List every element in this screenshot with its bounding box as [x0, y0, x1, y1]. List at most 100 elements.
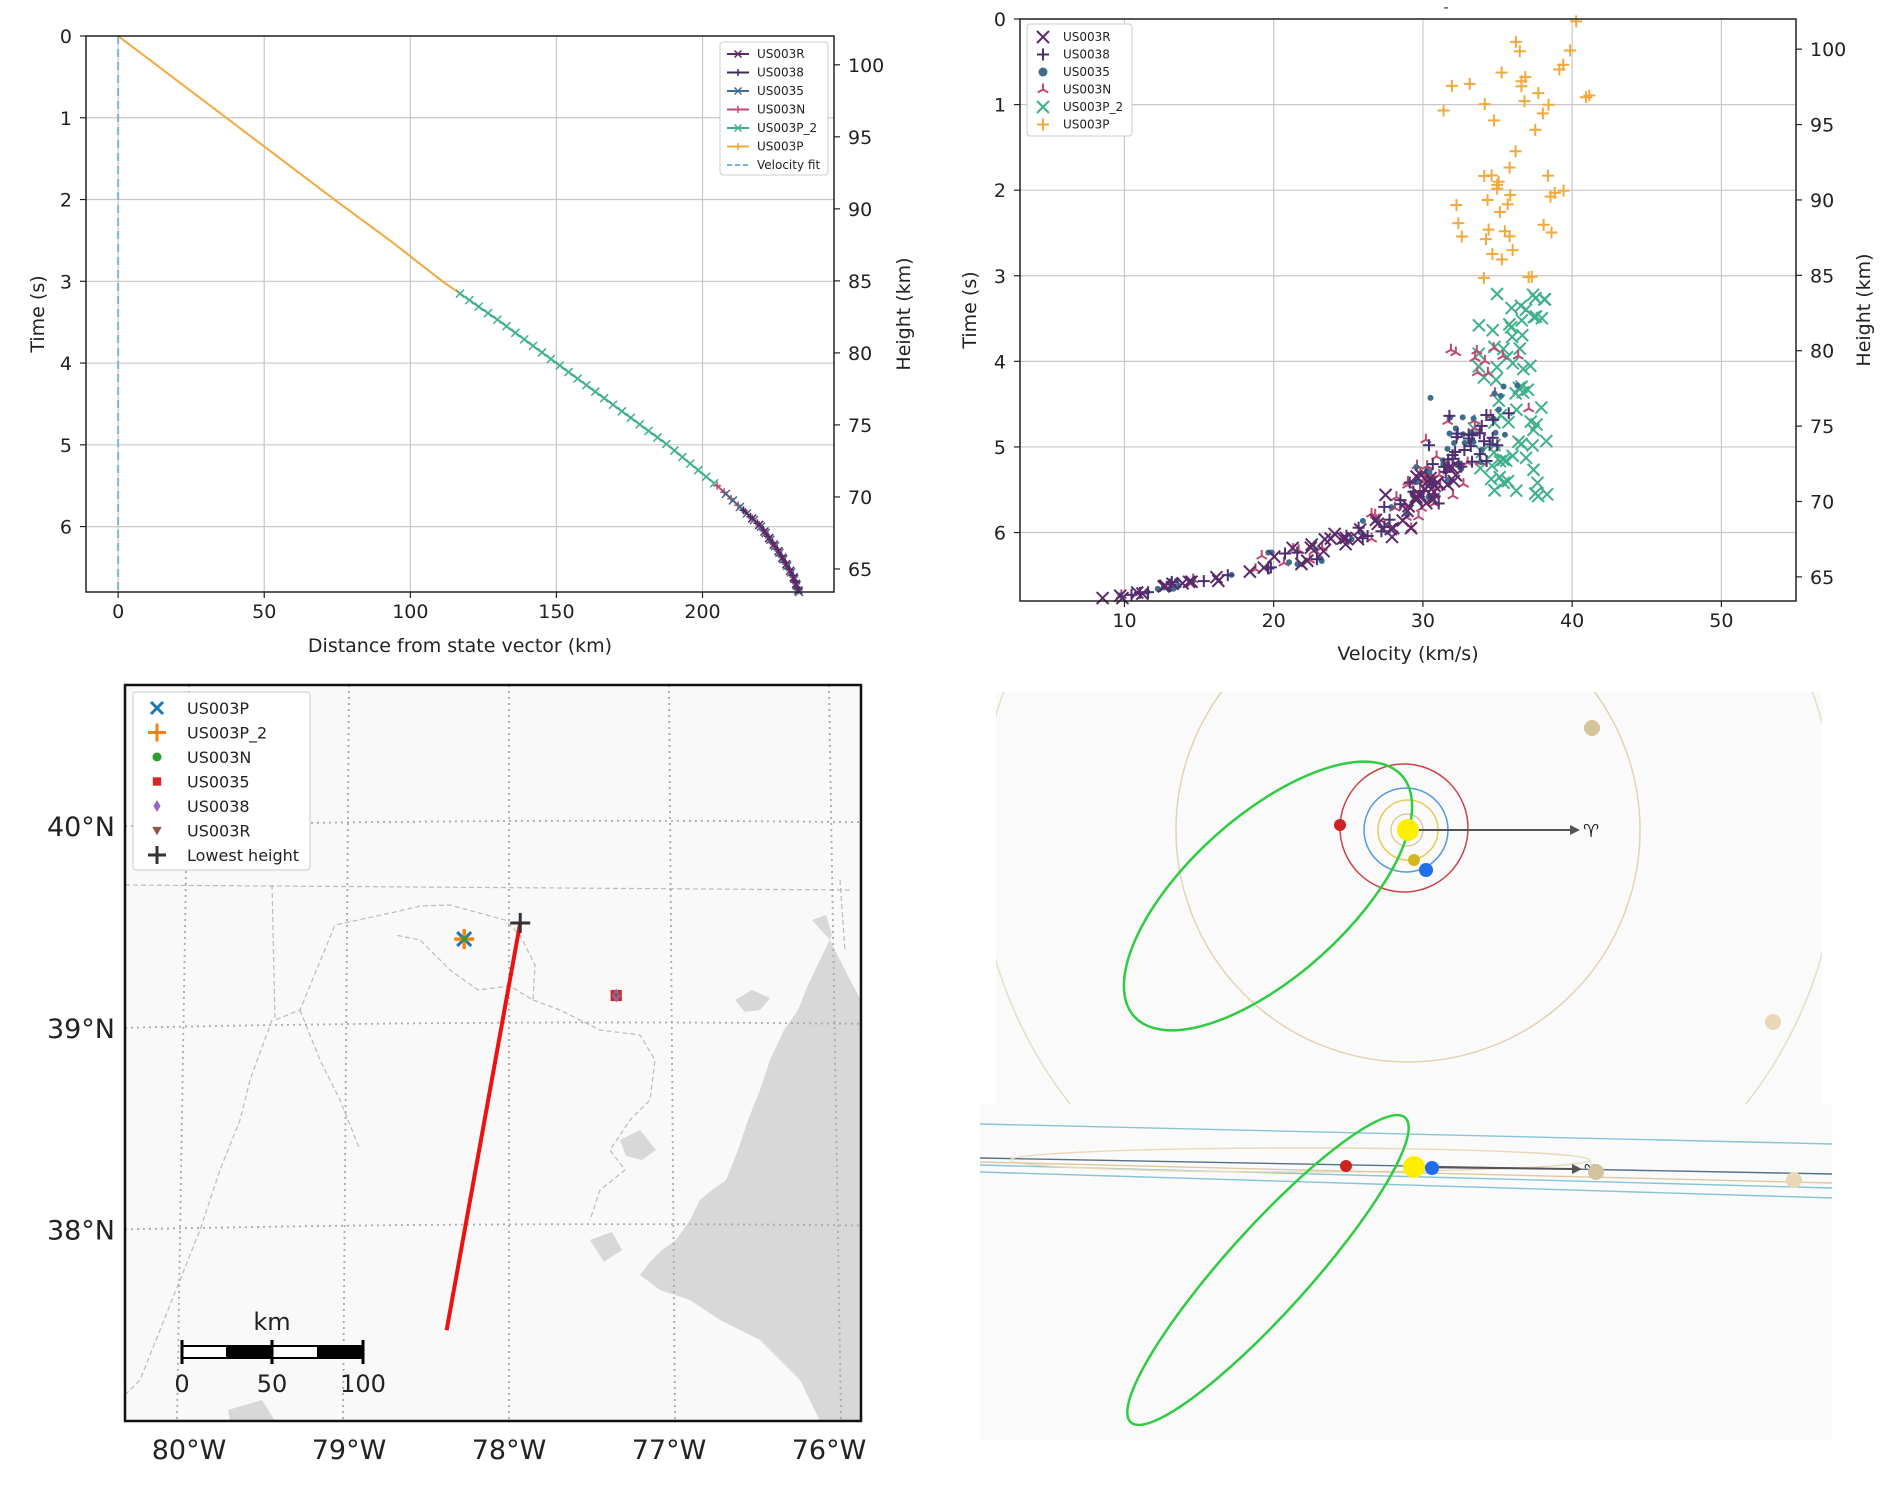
p1-marker-US003P_2 [701, 472, 711, 482]
p1-marker-US003P_2 [617, 406, 627, 416]
scale-bar-unit: km [253, 1308, 290, 1336]
p1-xtick-label: 50 [252, 601, 276, 623]
p2-point-US003N [1471, 366, 1484, 377]
p2-point-US003P [1553, 63, 1566, 76]
lowest-height-marker [510, 912, 531, 933]
p2-point-US003P [1437, 104, 1450, 117]
p2-point-US0035 [1495, 406, 1502, 413]
p3-lat-label: 40°N [47, 812, 115, 843]
vernal-equinox-symbol: ♈ [1583, 821, 1599, 842]
p2-point-US003P [1481, 194, 1494, 207]
p2-legend: US003R US0038 US0035 US003N US003P_2 US003P [1026, 23, 1133, 137]
p2-point-US003R [1427, 485, 1441, 499]
p2-ytick-label: 3 [994, 266, 1006, 288]
p2-point-US003R [1445, 461, 1459, 475]
p2-point-US003P [1450, 199, 1463, 212]
p3-lon-label: 77°W [632, 1435, 707, 1466]
p2-legend-marker-US0038 [1037, 48, 1049, 61]
p2-point-US003P [1529, 123, 1542, 136]
p2-point-US003P [1477, 271, 1490, 284]
p2-point-US003P [1542, 98, 1555, 111]
p1-legend-box [719, 41, 829, 176]
p2-point-US003R [1211, 574, 1226, 588]
p2-point-US003N [1512, 349, 1524, 360]
p2-point-US0038 [1502, 407, 1515, 420]
p2-legend-marker-US003R [1036, 30, 1050, 44]
p1-y2tick-label: 95 [848, 127, 872, 149]
p1-marker-US003P_2 [652, 432, 662, 442]
p2-y2label: Height (km) [1853, 253, 1875, 366]
p3-legend-marker-US0035 [152, 777, 162, 786]
p3-legend-marker-US003N [152, 752, 162, 762]
p2-point-US0038 [1426, 458, 1439, 471]
meteoroid-orbit-top [1122, 760, 1414, 1032]
p2-point-US0038 [1394, 494, 1407, 507]
p2-point-US003N [1522, 402, 1535, 413]
p2-point-US003R [1420, 474, 1435, 489]
p2-point-US003P [1498, 225, 1511, 238]
p1-legend-label-US003P_2: US003P_2 [757, 121, 817, 135]
p3-ticks: 80°W 79°W 78°W 77°W 76°W 40°N 39°N 38°N [47, 812, 866, 1466]
p3-lon-label: 76°W [792, 1435, 867, 1466]
p2-point-US003R [1369, 513, 1383, 527]
p2-y2tick-label: 75 [1810, 416, 1834, 438]
p2-legend-marker-US003N [1037, 83, 1049, 94]
p1-marker-US003P_2 [555, 360, 565, 371]
p1-xtick-label: 100 [392, 601, 428, 623]
p2-point-US003R [1384, 522, 1398, 536]
p1-marker-US0035 [728, 495, 738, 505]
p2-point-US003R [1386, 521, 1400, 535]
scale-bar-segment-4 [317, 1345, 364, 1359]
p3-lon-label: 78°W [472, 1435, 547, 1466]
mars-side [1340, 1160, 1352, 1172]
p1-legend-label-US0035: US0035 [757, 84, 804, 98]
p2-point-US003P [1509, 35, 1522, 48]
p1-marker-US003P_2 [464, 295, 474, 305]
trajectory-line [444, 922, 523, 1331]
p2-point-US003R [1304, 540, 1318, 555]
p2-point-US003P_2 [1504, 301, 1519, 315]
p1-y2label: Height (km) [893, 257, 915, 370]
p1-xlabel: Distance from state vector (km) [308, 635, 612, 657]
scale-bar-segment-2 [226, 1345, 273, 1359]
p3-legend-marker-US003P [149, 700, 165, 716]
p2-point-US0038 [1480, 454, 1493, 467]
p2-point-US003P [1570, 15, 1583, 28]
p3-legend-label-Lowest height: Lowest height [187, 846, 299, 865]
scale-bar-segment-3 [271, 1345, 319, 1359]
p2-marks [1095, 15, 1596, 605]
p1-ytick-label: 4 [60, 353, 72, 375]
p2-point-US003R [1404, 521, 1418, 535]
p1-marker-US003R [781, 559, 791, 569]
p3-legend-label-US003P: US003P [187, 699, 249, 718]
p2-point-US003P_2 [1526, 288, 1540, 302]
p1-ytick-label: 5 [60, 435, 72, 457]
velocity-time-panel: 10 20 30 40 50 0 1 2 3 4 5 6 100 95 90 85 80 75 70 65 - Vel… [959, 0, 1875, 665]
p2-point-US003P_2 [1499, 453, 1513, 468]
p1-marker-US003P_2 [581, 380, 591, 390]
p1-marker-US0038 [739, 506, 748, 515]
p2-point-US003P_2 [1490, 287, 1504, 301]
p1-legend-marker-US003R [733, 49, 743, 59]
p2-xtick-label: 20 [1262, 610, 1286, 632]
p1-marker-US003P_2 [590, 387, 600, 397]
p1-marker-US003R [793, 585, 803, 595]
p3-legend-label-US003P_2: US003P_2 [187, 724, 267, 744]
p2-point-US003P [1532, 87, 1545, 100]
p2-point-US003P_2 [1496, 476, 1511, 490]
p2-point-US0038 [1464, 440, 1477, 453]
p2-xtick-label: 40 [1560, 610, 1584, 632]
p2-y2tick-label: 65 [1810, 567, 1834, 589]
p2-point-US0038 [1423, 439, 1436, 452]
p3-legend-marker-US003P_2 [148, 723, 166, 742]
p2-legend-label-US003P: US003P [1063, 118, 1110, 132]
station-US003R [613, 993, 620, 999]
p2-point-US0038 [1378, 500, 1391, 513]
p1-marker-US003P_2 [677, 452, 687, 462]
p2-point-US0035 [1497, 392, 1504, 399]
p2-point-US003P [1536, 107, 1549, 120]
p1-legend-label-Velocity fit: Velocity fit [757, 158, 820, 172]
scale-bar-label-50: 50 [257, 1370, 288, 1398]
p1-series-line-US003P [117, 35, 461, 295]
p2-point-US0035 [1500, 383, 1507, 390]
